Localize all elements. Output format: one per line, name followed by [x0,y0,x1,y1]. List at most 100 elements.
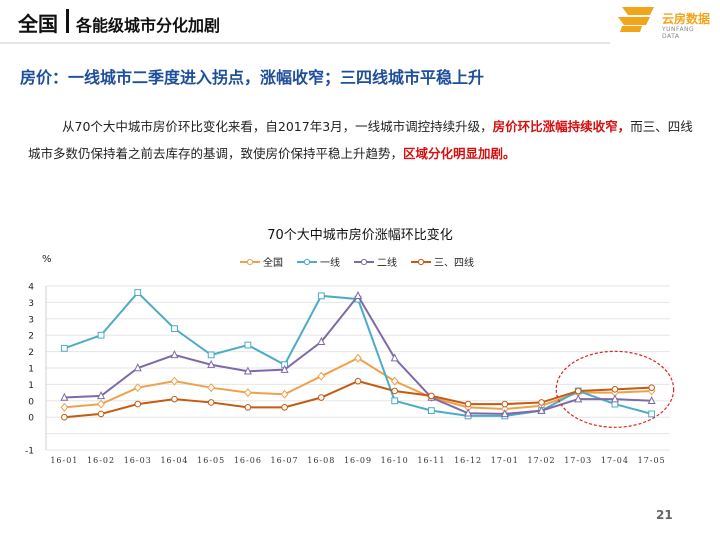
x-tick-label: 16-03 [124,456,152,465]
y-tick-label: 0 [28,414,34,424]
x-tick-label: 17-01 [491,456,519,465]
x-tick-label: 17-04 [601,456,629,465]
data-point [501,400,509,408]
data-point [538,399,545,406]
y-axis-unit: % [42,254,52,265]
headline: 房价：一线城市二季度进入拐点，涨幅收窄；三四线城市平稳上升 [20,68,485,87]
y-tick-label: 2 [28,348,34,358]
header-rule [0,42,610,44]
data-point [244,388,252,398]
x-tick-label: 16-06 [234,456,262,465]
chart-legend: 全国 一线 二线 三、四线 [240,254,474,269]
x-tick-label: 16-07 [271,456,299,465]
slide-header: 全国 各能级城市分化加剧 云房数据 YUNFANG DATA [0,0,720,42]
x-tick-label: 17-03 [564,456,592,465]
y-tick-label: 3 [28,315,34,325]
logo-icon [618,7,654,32]
legend-label: 一线 [320,258,340,269]
data-point [428,407,435,415]
paragraph-highlight1: 房价环比涨幅持续收窄， [492,119,631,134]
legend-item: 三、四线 [411,254,474,269]
x-tick-label: 16-08 [307,456,335,465]
data-point [317,394,325,401]
data-point [61,413,68,421]
highlight-ellipse [555,350,675,428]
data-point [280,389,289,399]
x-tick-label: 16-05 [197,456,225,465]
data-point [647,395,656,404]
legend-swatch [411,258,431,265]
data-point [391,397,399,405]
data-point [537,405,546,414]
x-tick-label: 16-12 [454,456,482,465]
x-tick-label: 16-01 [50,456,78,465]
data-point [574,387,582,395]
y-tick-label: 4 [28,283,34,293]
data-point [60,402,69,412]
legend-item: 一线 [297,254,340,269]
data-point [134,400,142,408]
data-point [611,386,619,393]
data-point [390,376,399,386]
data-point [170,376,179,386]
x-tick-label: 16-09 [344,456,372,465]
data-point [170,350,179,359]
data-point [97,410,105,418]
x-tick-label: 16-10 [381,456,409,465]
line-chart: 4 3 3 2 2 1 1 0 0 -1 16-01 16-02 16-03 16-04 16-05 16-0… [25,283,675,465]
data-point [133,383,142,393]
legend-item: 二线 [354,254,397,269]
logo-text: 云房数据 [662,12,711,26]
data-point [354,377,362,385]
chart-title: 70个大中城市房价涨幅环比变化 [267,228,453,243]
data-point [171,395,178,403]
legend-swatch [354,258,374,265]
y-tick-label: 1 [28,365,34,375]
y-tick-label: -1 [25,447,34,457]
header-divider [66,9,69,33]
data-point [97,331,105,339]
x-tick-label: 16-02 [87,456,115,465]
data-point [60,344,68,352]
data-point [317,336,326,345]
data-point [391,387,399,395]
data-point [574,394,583,403]
y-tick-label: 3 [28,299,34,309]
data-point [243,366,252,375]
data-point [390,353,399,362]
x-tick-label: 17-05 [638,456,666,465]
data-point [97,399,105,409]
x-tick-label: 16-11 [417,456,445,465]
legend-label: 二线 [377,258,397,269]
summary-paragraph: 从70个大中城市房价环比变化来看，自2017年3月，一线城市调控持续升级，房价环… [28,113,700,167]
data-point [244,341,252,349]
data-point [60,392,69,401]
data-point [353,291,363,300]
data-point [97,391,106,400]
header-subtitle: 各能级城市分化加剧 [76,16,221,35]
x-tick-label: 17-02 [527,456,555,465]
y-tick-label: 0 [28,397,34,407]
data-point [500,409,509,418]
data-point [354,353,362,363]
legend-item: 全国 [240,254,283,269]
company-logo: 云房数据 YUNFANG DATA [612,2,712,42]
legend-swatch [240,258,260,265]
logo-subtext: YUNFANG DATA [662,26,695,40]
data-point [280,364,289,373]
data-point [244,404,252,411]
legend-swatch [297,258,317,265]
data-point [207,399,215,406]
page-number: 21 [656,508,673,522]
data-point [134,289,142,296]
data-point [171,325,178,333]
paragraph-highlight2: 区域分化明显加剧。 [403,146,516,161]
data-point [464,408,473,417]
data-point [428,392,435,400]
legend-label: 全国 [263,258,283,269]
data-point [648,384,655,391]
data-point [610,394,619,403]
y-tick-label: 1 [28,381,34,391]
data-point [317,371,326,381]
y-tick-label: 2 [28,332,34,342]
